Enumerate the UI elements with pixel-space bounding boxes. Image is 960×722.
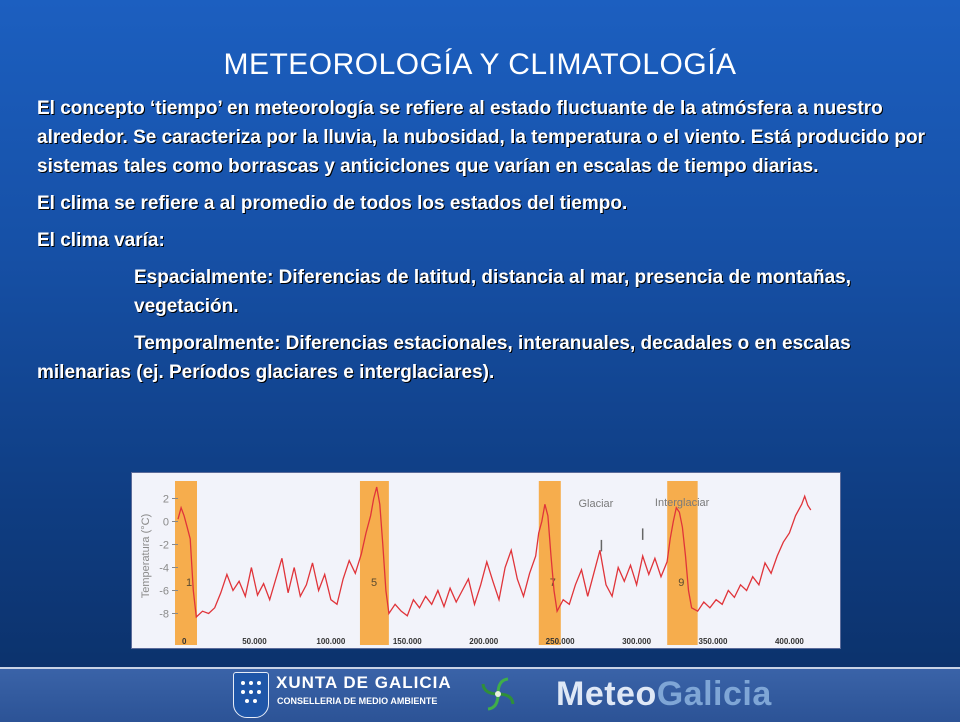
interglacial-band bbox=[175, 481, 197, 645]
footer-bar bbox=[0, 667, 960, 722]
y-tick-label: -8 bbox=[159, 609, 169, 621]
x-tick-label: 350.000 bbox=[699, 637, 728, 646]
xunta-shield-logo bbox=[233, 672, 269, 718]
temperature-series-line bbox=[177, 486, 812, 619]
y-tick-label: 0 bbox=[163, 517, 169, 529]
x-tick-label: 0 bbox=[182, 637, 187, 646]
paragraph-spatial-variation: Espacialmente: Diferencias de latitud, d… bbox=[134, 267, 851, 317]
brand-part-meteo: Meteo bbox=[556, 675, 657, 713]
y-tick-label: -2 bbox=[159, 540, 169, 552]
xunta-name: XUNTA DE GALICIA bbox=[276, 673, 452, 692]
x-tick-label: 100.000 bbox=[316, 637, 345, 646]
x-tick-label: 400.000 bbox=[775, 637, 804, 646]
y-axis-label: Temperatura (°C) bbox=[140, 514, 152, 598]
y-tick-label: 2 bbox=[163, 494, 169, 506]
paragraph-climate-varies: El clima varía: bbox=[37, 230, 165, 251]
meteogalicia-swirl-icon bbox=[481, 677, 515, 711]
slide-body: El concepto ‘tiempo’ en meteorología se … bbox=[37, 94, 927, 387]
band-label: 9 bbox=[678, 577, 684, 589]
legend-glacial: Glaciar bbox=[578, 498, 613, 510]
paragraph-climate-definition: El clima se refiere a al promedio de tod… bbox=[37, 193, 628, 214]
x-tick-label: 250.000 bbox=[546, 637, 575, 646]
x-tick-label: 200.000 bbox=[469, 637, 498, 646]
brand-part-galicia: Galicia bbox=[656, 675, 772, 713]
temperature-chart: 1 5 7 9 2 0 -2 -4 -6 -8 Temperatura (°C) 0 50.000 100… bbox=[131, 472, 841, 649]
x-tick-label: 150.000 bbox=[393, 637, 422, 646]
x-tick-label: 50.000 bbox=[242, 637, 267, 646]
band-label: 1 bbox=[186, 577, 192, 589]
paragraph-weather-concept: El concepto ‘tiempo’ en meteorología se … bbox=[37, 98, 925, 177]
x-tick-label: 300.000 bbox=[622, 637, 651, 646]
legend-interglacial: Interglaciar bbox=[655, 497, 710, 509]
meteogalicia-logo: MeteoGalicia bbox=[556, 675, 772, 714]
interglacial-band bbox=[667, 481, 698, 645]
band-label: 5 bbox=[371, 577, 377, 589]
slide-title: METEOROLOGÍA Y CLIMATOLOGÍA bbox=[223, 48, 737, 81]
interglacial-band bbox=[538, 481, 561, 645]
paragraph-temporal-variation: Temporalmente: Diferencias estacionales,… bbox=[37, 333, 851, 383]
y-tick-label: -4 bbox=[159, 563, 169, 575]
xunta-department: CONSELLERIA DE MEDIO AMBIENTE bbox=[277, 696, 438, 706]
y-tick-label: -6 bbox=[159, 586, 169, 598]
